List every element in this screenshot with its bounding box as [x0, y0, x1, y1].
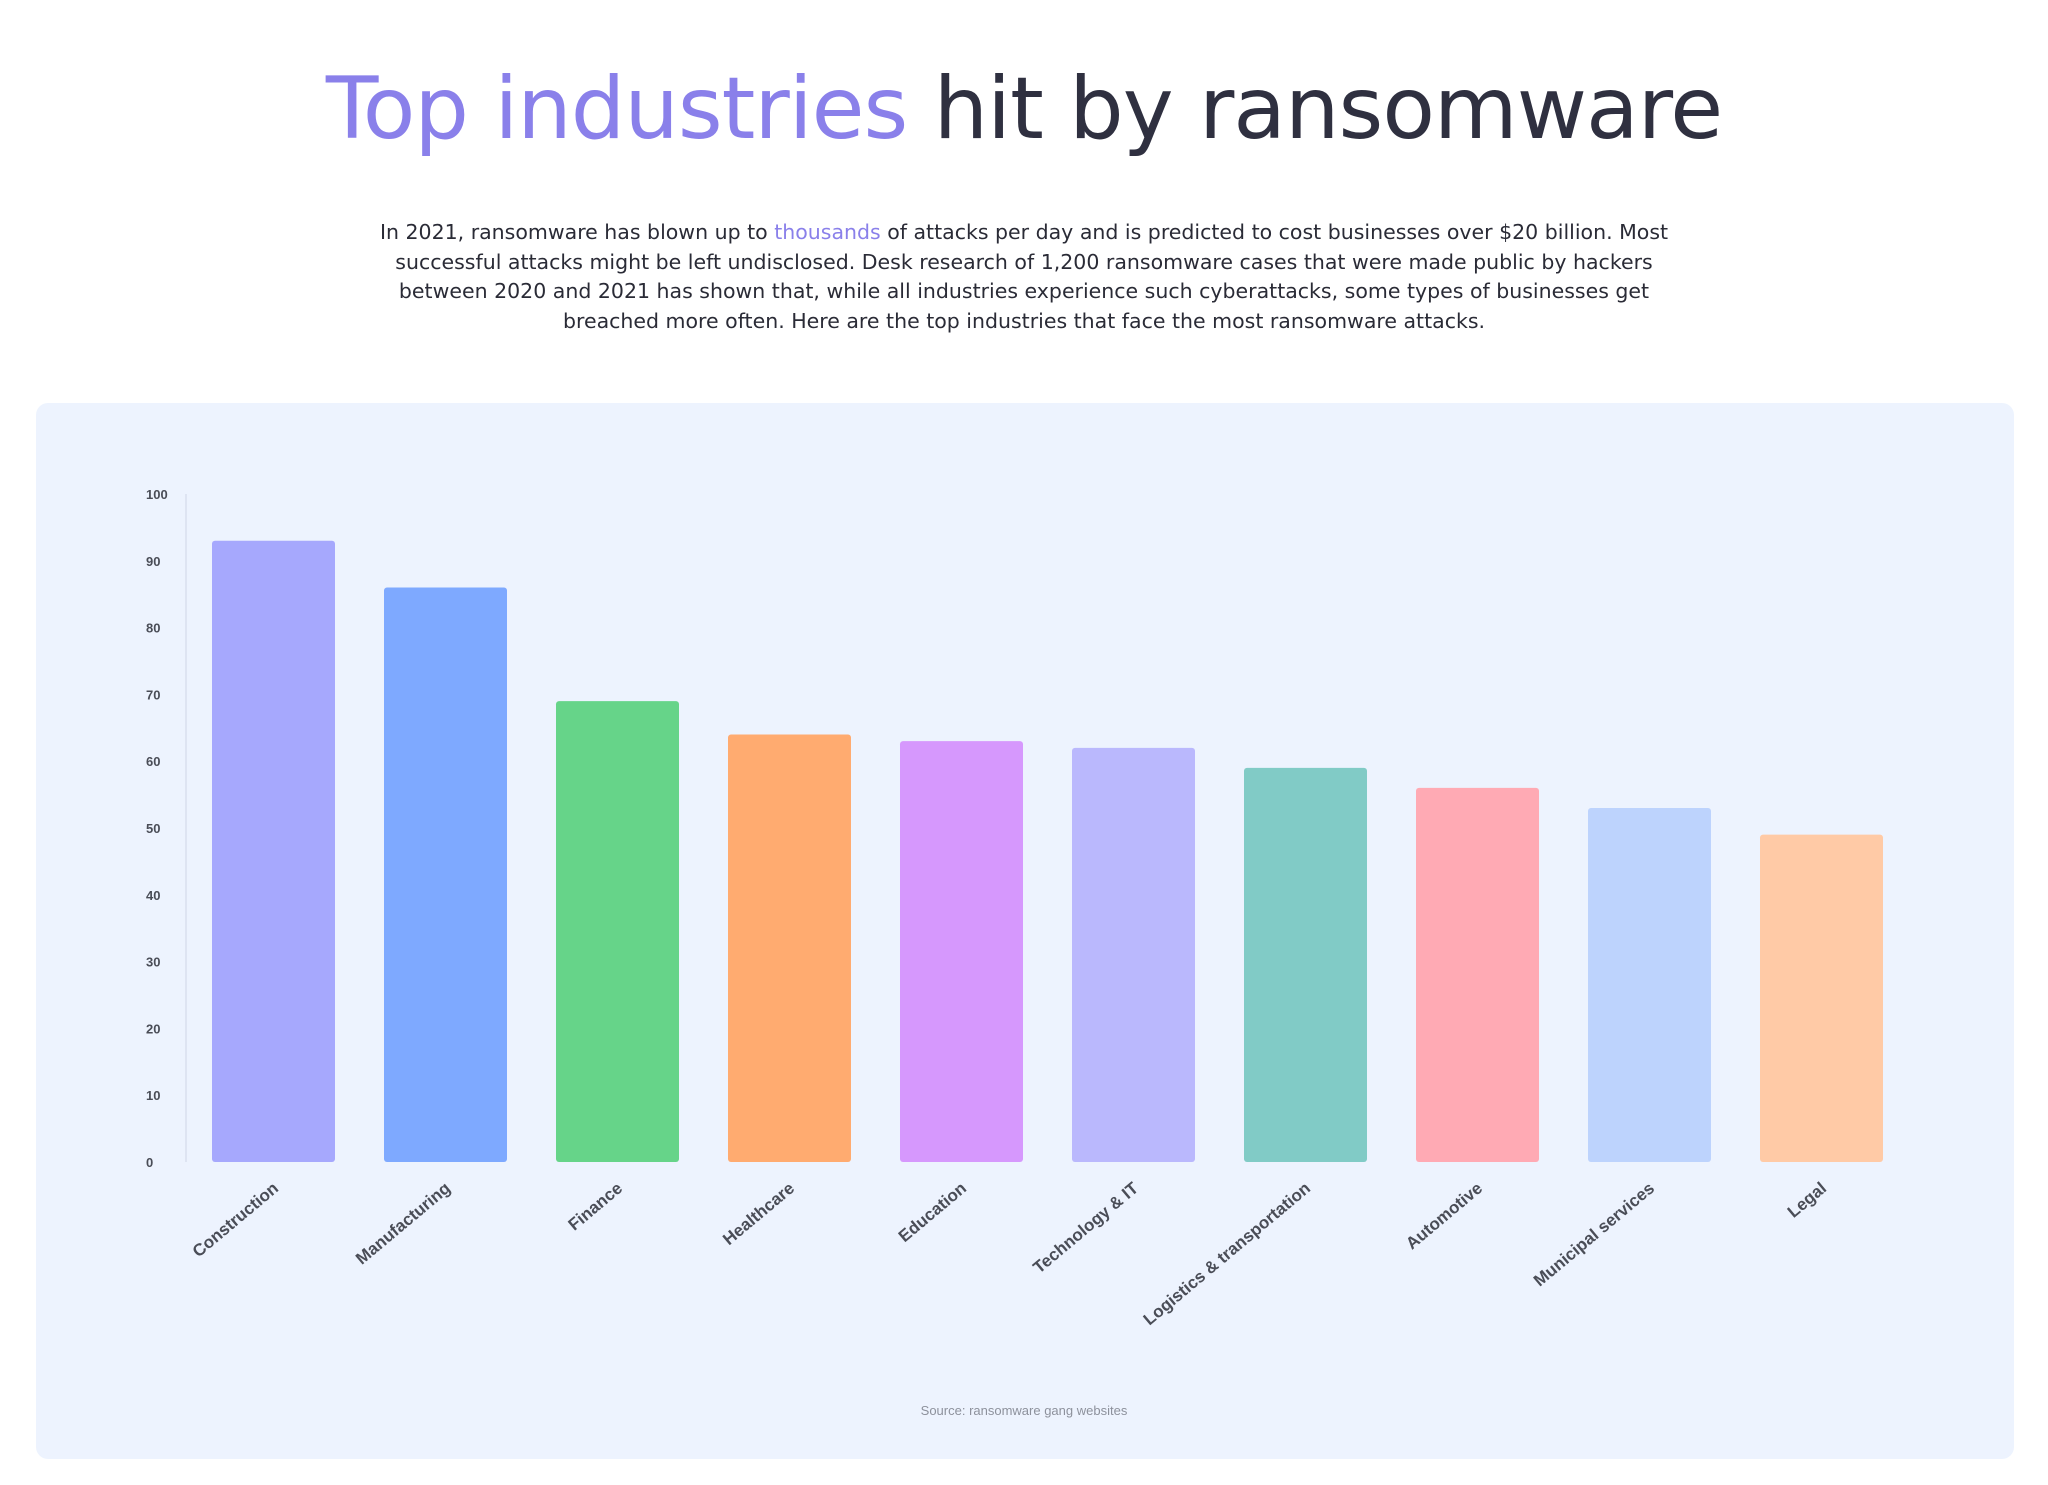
intro-text-2: of attacks per day and is predicted to c… [395, 220, 1669, 333]
x-tick-label: Education [895, 1179, 970, 1246]
bar-technology-it [1072, 747, 1195, 1162]
bar-municipal-services [1588, 807, 1711, 1162]
bar-legal [1760, 834, 1883, 1162]
x-tick-label: Finance [565, 1179, 626, 1235]
bar-automotive [1416, 787, 1539, 1162]
x-tick-label: Technology & IT [1030, 1178, 1143, 1277]
x-tick-label: Manufacturing [352, 1179, 454, 1269]
y-tick-label: 60 [146, 754, 160, 769]
title-accent: Top industries [325, 59, 908, 159]
y-tick-label: 100 [146, 487, 168, 502]
page-title: Top industries hit by ransomware [0, 58, 2048, 161]
bar-education [900, 741, 1023, 1162]
bar-construction [212, 540, 335, 1162]
y-tick-label: 0 [146, 1155, 153, 1170]
y-tick-label: 20 [146, 1021, 160, 1036]
bar-logistics-transportation [1244, 767, 1367, 1162]
y-tick-label: 40 [146, 888, 160, 903]
intro-paragraph: In 2021, ransomware has blown up to thou… [374, 218, 1674, 336]
intro-text-1: In 2021, ransomware has blown up to [379, 220, 775, 244]
y-tick-label: 10 [146, 1088, 160, 1103]
y-tick-label: 30 [146, 955, 160, 970]
chart-source: Source: ransomware gang websites [920, 1403, 1128, 1418]
x-tick-label: Legal [1784, 1179, 1830, 1222]
title-rest: hit by ransomware [933, 59, 1723, 159]
y-tick-label: 80 [146, 621, 160, 636]
x-tick-label: Logistics & transportation [1140, 1179, 1314, 1330]
bar-finance [556, 701, 679, 1162]
y-tick-label: 50 [146, 821, 160, 836]
x-tick-label: Healthcare [719, 1179, 798, 1249]
y-tick-label: 90 [146, 554, 160, 569]
x-tick-label: Municipal services [1530, 1179, 1658, 1291]
thousands-link[interactable]: thousands [774, 220, 881, 244]
x-tick-label: Automotive [1402, 1179, 1486, 1254]
y-tick-label: 70 [146, 687, 160, 702]
bar-healthcare [728, 734, 851, 1162]
x-tick-label: Construction [189, 1179, 282, 1262]
bar-manufacturing [384, 587, 507, 1162]
